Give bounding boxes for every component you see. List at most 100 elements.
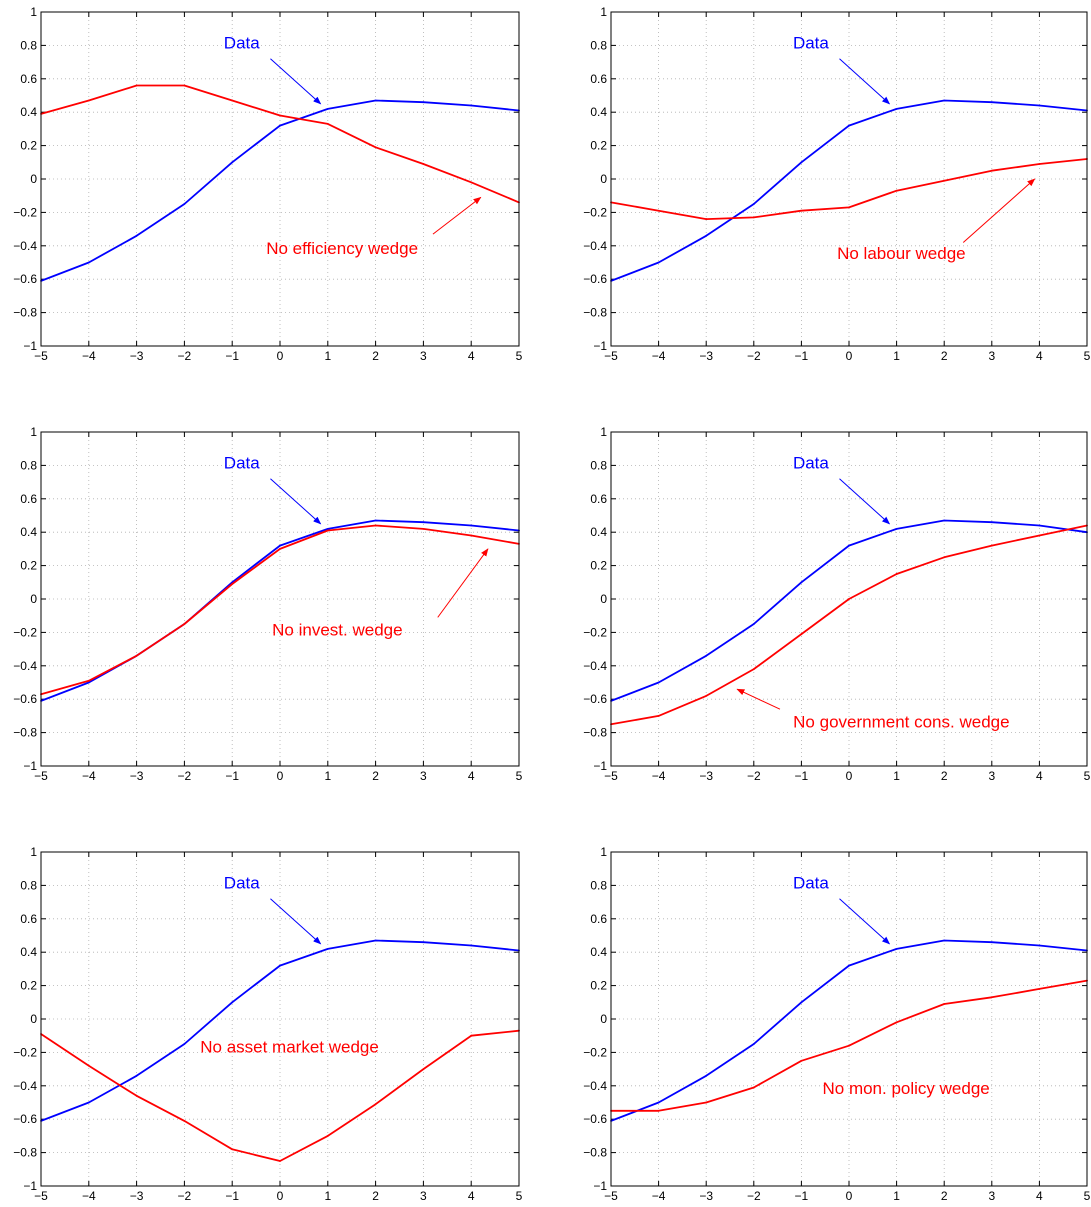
axes-frame [40,11,520,347]
series-point [800,633,803,635]
y-tick-label: 0.4 [590,105,607,119]
series-point [943,99,946,102]
x-tick-label: −1 [225,1189,239,1203]
y-tick-label: 0.6 [20,912,37,926]
x-tick-label: −5 [34,349,48,363]
series-point [848,964,850,967]
x-tick-label: −1 [225,769,239,783]
series-point [1038,104,1041,107]
series-point [87,1101,90,1104]
x-tick-label: 5 [1084,349,1091,363]
x-tick-label: −3 [130,769,144,783]
x-tick-label: 4 [1036,769,1043,783]
series-point [87,99,90,102]
y-tick-label: 0 [30,172,37,186]
series-point [990,544,993,547]
data-annotation-arrow [270,478,322,525]
y-tick-label: −1 [593,759,607,773]
series-point [895,947,898,950]
series-point [800,1059,803,1062]
series-point [183,84,186,87]
x-tick-label: −3 [699,769,713,783]
y-tick-label: −0.8 [583,1146,607,1160]
x-tick-label: −1 [795,1189,809,1203]
data-annotation-arrow [270,58,322,105]
y-tick-label: 0 [600,172,607,186]
series-point [326,947,329,950]
x-tick-label: 2 [372,1189,379,1203]
y-tick-label: 0 [30,592,37,606]
series-point [87,681,90,684]
series-point [657,261,660,264]
series-point [800,161,803,164]
axes-frame [610,851,1088,1187]
y-tick-label: −0.2 [13,205,37,219]
series-point [374,99,377,102]
series-point [1038,944,1041,947]
data-annotation-arrow [270,898,322,945]
series-point [326,107,329,110]
data-annotation: Data [224,874,260,893]
series-point [752,1086,755,1089]
series-point [87,679,90,682]
y-tick-label: 0.2 [20,979,37,993]
wedge-annotation: No asset market wedge [200,1037,379,1056]
y-tick-label: 0.8 [20,458,37,472]
x-tick-label: −3 [130,349,144,363]
x-tick-label: −1 [225,349,239,363]
wedge-annotation: No mon. policy wedge [822,1079,989,1098]
y-tick-label: 0.4 [20,105,37,119]
series-point [231,161,234,164]
series-point [183,623,186,625]
x-tick-label: 0 [846,349,853,363]
series-point [895,527,898,530]
series-point [135,1074,138,1077]
series-point [895,1021,898,1024]
series-point [326,1135,329,1137]
series-point [705,1074,708,1077]
series-point [657,715,660,717]
axes-frame [40,851,520,1187]
y-tick-label: 0.8 [590,458,607,472]
y-tick-label: −1 [23,339,37,353]
x-tick-label: −3 [699,1189,713,1203]
series-point [87,1064,90,1067]
series-point [422,941,425,944]
chart-panel-5: −5 −4 −3 −2 −1 0 1 2 3 4 5 1 0.8 0.6 0.4 0.2 0 −0.2 −0.4 −0… [13,845,522,1203]
series-point [752,1043,755,1045]
series-point [470,104,473,107]
y-tick-label: −0.8 [13,1146,37,1160]
x-tick-label: 1 [324,1189,331,1203]
y-tick-label: −0.4 [583,239,607,253]
y-tick-label: −0.6 [13,1112,37,1126]
y-tick-label: 1 [600,5,607,19]
data-annotation: Data [793,454,829,473]
series-point [374,524,377,527]
y-tick-label: 0.4 [590,525,607,539]
series-point [848,544,850,547]
y-tick-label: 0.4 [20,945,37,959]
y-tick-label: 0 [600,1012,607,1026]
series-point [657,209,660,212]
series-point [326,529,329,532]
y-tick-label: −0.8 [13,726,37,740]
x-tick-label: −2 [178,349,192,363]
y-tick-label: 0.6 [20,72,37,86]
x-tick-label: 2 [941,1189,948,1203]
x-tick-label: 3 [988,1189,995,1203]
data-annotation-arrow [839,478,891,525]
series-point [848,598,850,600]
series-point [800,1001,803,1004]
x-tick-label: −2 [178,769,192,783]
axes-frame [40,431,520,767]
series-point [990,101,993,104]
y-tick-label: 0.8 [20,878,37,892]
y-tick-label: −1 [23,759,37,773]
y-tick-label: 0.4 [590,945,607,959]
y-tick-label: 0.2 [590,979,607,993]
data-annotation-arrow [839,58,891,105]
x-tick-label: −5 [604,349,618,363]
y-tick-label: −1 [593,1179,607,1193]
chart-panel-3: −5 −4 −3 −2 −1 0 1 2 3 4 5 1 0.8 0.6 0.4 0.2 0 −0.2 −0.4 −0… [13,425,522,783]
